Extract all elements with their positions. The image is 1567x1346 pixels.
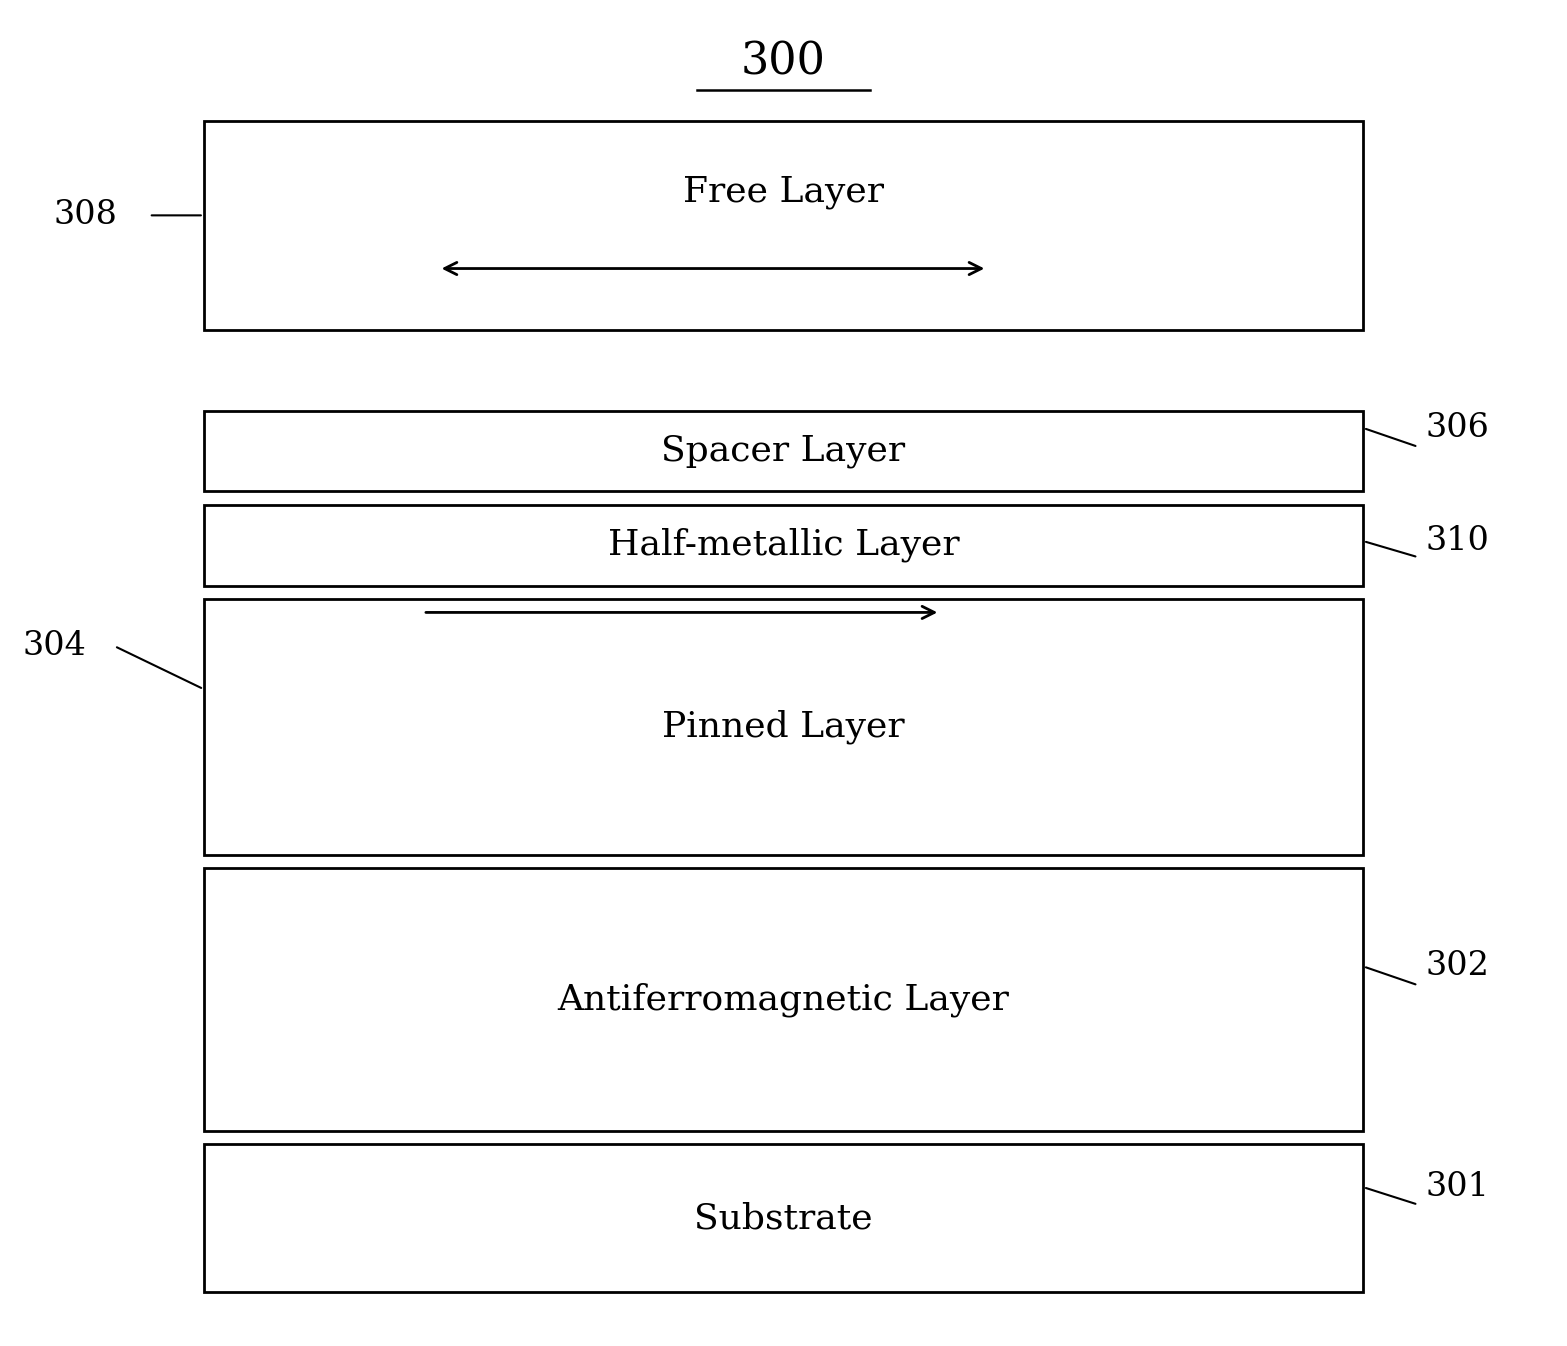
- Bar: [204, 121, 1363, 330]
- Text: Spacer Layer: Spacer Layer: [661, 433, 906, 468]
- Text: 308: 308: [53, 199, 118, 232]
- Text: 310: 310: [1426, 525, 1490, 557]
- Text: Free Layer: Free Layer: [683, 175, 884, 209]
- Bar: [204, 411, 1363, 491]
- Text: 301: 301: [1426, 1171, 1490, 1203]
- Text: 302: 302: [1426, 950, 1490, 983]
- Text: Substrate: Substrate: [694, 1201, 873, 1236]
- Bar: [204, 1144, 1363, 1292]
- Bar: [204, 599, 1363, 855]
- Text: 300: 300: [741, 40, 826, 83]
- Bar: [204, 868, 1363, 1131]
- Text: 304: 304: [22, 630, 86, 662]
- Text: Half-metallic Layer: Half-metallic Layer: [608, 528, 959, 563]
- Text: 306: 306: [1426, 412, 1490, 444]
- Text: Antiferromagnetic Layer: Antiferromagnetic Layer: [558, 983, 1009, 1016]
- Bar: [204, 505, 1363, 586]
- Text: Pinned Layer: Pinned Layer: [663, 709, 904, 744]
